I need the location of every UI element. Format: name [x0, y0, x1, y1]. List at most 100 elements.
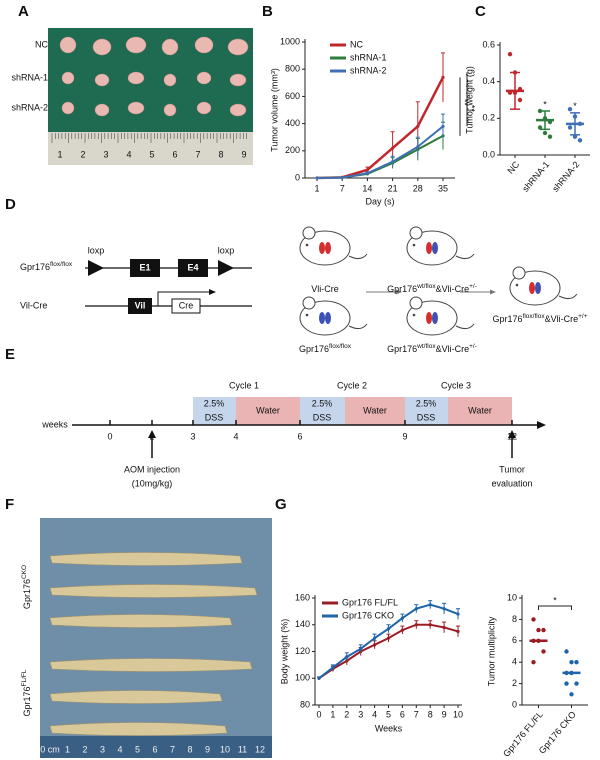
tumor — [196, 71, 212, 85]
x-axis-label: Weeks — [375, 723, 403, 733]
data-point — [386, 636, 391, 640]
panel-label: A — [18, 3, 29, 20]
colon — [49, 722, 228, 736]
data-point — [428, 623, 432, 627]
mouse-label: Vli-Cre — [311, 284, 339, 294]
mouse-eye — [515, 283, 519, 287]
chromosome — [426, 312, 432, 324]
chromosome — [325, 312, 331, 324]
arrowhead — [148, 430, 156, 438]
x-tick-label: 14 — [362, 183, 372, 193]
dss-label: 2.5% — [204, 398, 225, 408]
mouse-eye — [305, 243, 309, 247]
y-tick-label: 0.0 — [482, 149, 495, 159]
panel-label: E — [5, 346, 15, 363]
superscript: +/- — [469, 283, 477, 290]
superscript: flox/flox — [50, 261, 73, 268]
ruler-label: 1 — [57, 149, 62, 159]
significance-bracket — [538, 605, 572, 610]
week-label: 9 — [402, 431, 407, 441]
data-point — [428, 603, 432, 607]
x-tick-label: 21 — [388, 183, 398, 193]
x-tick-label: 28 — [413, 183, 423, 193]
superscript: +/+ — [578, 313, 588, 320]
data-point — [359, 647, 363, 651]
tumor — [94, 73, 110, 87]
text-part: Gpr176 — [387, 284, 417, 294]
chromosome — [426, 242, 432, 254]
x-tick-label: 9 — [442, 709, 447, 719]
x-tick-label: 0 — [316, 709, 321, 719]
arrowhead — [490, 289, 496, 295]
transcription-arrow — [157, 291, 212, 306]
y-tick-label: 0.2 — [482, 113, 495, 123]
ruler-label: 5 — [149, 149, 154, 159]
tumor — [61, 101, 75, 115]
tumor — [94, 103, 110, 117]
water-box — [345, 397, 405, 425]
tumor — [161, 38, 179, 56]
y-axis-label: Tumor volume (mm³) — [269, 68, 279, 152]
ruler-label: 8 — [187, 744, 192, 754]
chromosome — [529, 282, 535, 294]
data-point — [400, 616, 404, 620]
row-label: shRNA-2 — [11, 102, 48, 112]
data-point — [345, 659, 349, 663]
y-axis-label: Body weight (%) — [279, 619, 289, 685]
y-tick-label: 0.4 — [482, 76, 495, 86]
panel-label: B — [262, 3, 273, 20]
colons — [49, 552, 258, 736]
x-tick-label: 3 — [358, 709, 363, 719]
ruler-label: 8 — [218, 149, 223, 159]
data-point — [574, 681, 579, 686]
colon — [49, 552, 243, 566]
x-tick-label: 6 — [400, 709, 405, 719]
y-tick-label: 120 — [295, 646, 310, 656]
significance-label: * — [553, 595, 557, 605]
data-point — [574, 660, 579, 665]
y-axis-label: Tumor multiplicity — [486, 616, 496, 686]
data-point — [517, 97, 523, 103]
tumor — [59, 36, 77, 54]
superscript: wt/flox — [416, 343, 436, 350]
y-tick-label: 100 — [295, 673, 310, 683]
exon-label: E1 — [139, 262, 150, 272]
chromosome — [432, 312, 438, 324]
tumor — [163, 73, 177, 87]
ruler-label: 2 — [80, 149, 85, 159]
arrowhead — [396, 289, 402, 295]
tumor — [229, 103, 247, 117]
data-point — [456, 629, 460, 634]
y-tick-label: 600 — [285, 91, 300, 101]
exon — [130, 259, 160, 277]
dss-box — [193, 397, 236, 425]
text-part: Gpr176 — [22, 686, 32, 716]
dss-label: DSS — [205, 412, 224, 422]
ruler-label: 6 — [152, 744, 157, 754]
mouse-label: Gpr176flox/flox&Vli-Cre+/+ — [493, 313, 588, 324]
exon — [178, 259, 208, 277]
tumor — [194, 36, 214, 54]
data-point — [340, 175, 344, 180]
data-point — [391, 160, 395, 164]
data-point — [569, 660, 574, 665]
water-label: Water — [363, 405, 387, 415]
panel-label: D — [5, 196, 16, 213]
legend-label: shRNA-1 — [350, 52, 387, 62]
mouse-ear — [512, 266, 526, 280]
week-label: 2 — [149, 431, 154, 441]
x-tick-label: 1 — [330, 709, 335, 719]
superscript: CKO — [21, 565, 28, 579]
x-tick-label: 10 — [453, 709, 463, 719]
week-label: 3 — [190, 431, 195, 441]
colon — [49, 614, 233, 628]
mouse-tail — [455, 253, 475, 260]
cycle-label: Cycle 1 — [229, 380, 259, 390]
tumor — [127, 101, 145, 115]
x-tick-label: 7 — [414, 709, 419, 719]
y-axis-label: Tumor weight (g) — [464, 66, 474, 134]
y-tick-label: 160 — [295, 592, 310, 602]
text-part: Gpr176 — [20, 262, 50, 272]
tumor — [163, 103, 177, 117]
y-tick-label: 4 — [512, 657, 517, 667]
